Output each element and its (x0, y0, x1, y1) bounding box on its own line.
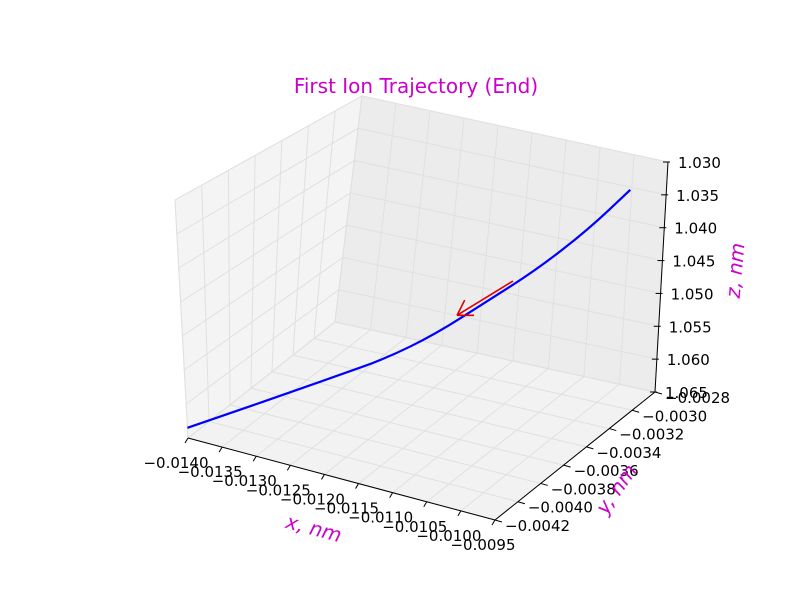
x-tick-label: −0.0095 (450, 536, 515, 554)
y-tick-label: −0.0032 (619, 426, 684, 444)
x-tick-mark (286, 465, 291, 471)
y-tick-label: −0.0030 (642, 407, 707, 425)
z-tick-label: 1.040 (674, 220, 717, 238)
y-tick-label: −0.0028 (665, 389, 730, 407)
y-axis-line (494, 391, 656, 521)
y-tick-mark (494, 519, 503, 523)
y-tick-mark (563, 464, 571, 468)
trajectory-line (187, 188, 632, 429)
x-tick-label: −0.0140 (143, 454, 208, 472)
grid-line-z (176, 127, 667, 235)
z-axis-line (654, 161, 669, 393)
y-tick-mark (632, 409, 640, 413)
axes-panes (174, 95, 669, 521)
chart-title: First Ion Trajectory (End) (294, 74, 538, 98)
y-tick-label: −0.0034 (596, 444, 661, 462)
x-tick-mark (321, 474, 325, 480)
grid-line-z (185, 289, 657, 405)
y-tick-mark (586, 446, 594, 450)
x-tick-label: −0.0110 (348, 509, 413, 527)
grid-line-z (183, 256, 659, 371)
velocity-arrow-head (456, 299, 466, 316)
grid-line-z (174, 95, 669, 201)
z-axis-label: z, nm (721, 242, 750, 300)
y-tick-label: −0.0036 (574, 462, 639, 480)
z-tick-label: 1.055 (669, 318, 712, 336)
y-axis-ticks: −0.0042−0.0040−0.0038−0.0036−0.0034−0.00… (494, 389, 730, 535)
z-tick-label: 1.065 (665, 384, 708, 402)
x-tick-label: −0.0135 (178, 463, 243, 481)
z-tick-label: 1.060 (667, 351, 710, 369)
x-axis-ticks: −0.0140−0.0135−0.0130−0.0125−0.0120−0.01… (143, 437, 516, 554)
velocity-arrow-shaft (456, 280, 514, 316)
x-axis-line (187, 437, 496, 521)
x-tick-label: −0.0125 (246, 481, 311, 499)
y-tick-label: −0.0038 (551, 480, 616, 498)
grid-line-z (180, 192, 663, 303)
x-tick-mark (491, 519, 496, 526)
x-tick-mark (252, 455, 257, 462)
y-tick-label: −0.0040 (528, 499, 593, 517)
grid-line-z (182, 224, 661, 337)
x-tick-mark (457, 510, 462, 517)
y-tick-mark (517, 501, 525, 505)
z-tick-label: 1.030 (678, 154, 721, 172)
grid-line-z (187, 321, 656, 439)
x-tick-mark (218, 446, 223, 453)
data-series (187, 188, 632, 429)
z-axis-ticks: 1.030 1.035 1.040 1.045 1.050 1.055 1.060 1.065 (650, 154, 721, 402)
x-tick-mark (423, 501, 428, 508)
x-tick-label: −0.0115 (314, 500, 379, 518)
y-tick-mark (540, 482, 548, 486)
x-tick-mark (184, 437, 189, 444)
z-tick-label: 1.035 (676, 187, 719, 205)
x-tick-label: −0.0120 (280, 490, 345, 508)
x-tick-mark (389, 492, 394, 498)
x-tick-label: −0.0130 (212, 472, 277, 490)
x-tick-label: −0.0100 (416, 527, 481, 545)
y-tick-mark (609, 428, 617, 432)
z-tick-label: 1.045 (672, 253, 715, 271)
x-tick-mark (355, 483, 359, 489)
x-tick-label: −0.0105 (382, 518, 447, 536)
grid-line-z (178, 160, 665, 269)
z-tick-label: 1.050 (671, 285, 714, 303)
y-tick-label: −0.0042 (505, 517, 570, 535)
